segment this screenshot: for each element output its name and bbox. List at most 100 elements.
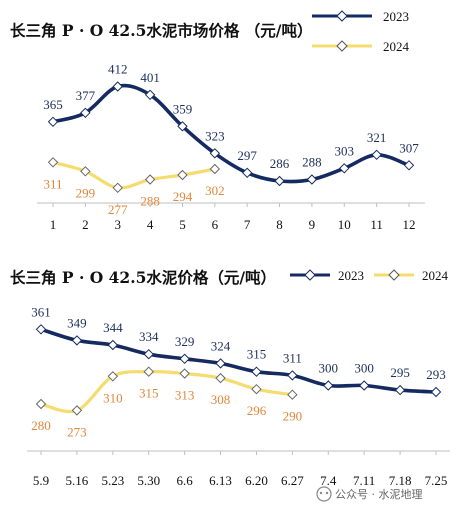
chart1-series-2024-data-label: 302 [205, 183, 225, 198]
chart2-series-2023-point [430, 386, 442, 398]
chart2-x-tick-label: 7.18 [389, 473, 412, 488]
chart1-series-2024-point [47, 157, 59, 168]
chart2-title: 长三角 P · O 42.5水泥价格（元/吨） [10, 268, 276, 287]
chart2-series-2024-point [251, 383, 262, 395]
chart2-series-2024-data-label: 290 [283, 409, 303, 424]
chart2-series-2024-data-label: 315 [139, 386, 159, 401]
chart2-series-2024-point [71, 405, 83, 416]
chart2-legend-2024-label: 2024 [422, 268, 449, 283]
chart1-series-2024-data-label: 294 [173, 189, 193, 204]
chart1-series-2023-point [274, 175, 285, 187]
chart2-x-tick-label: 6.6 [177, 473, 194, 488]
chart1-series-2023-data-label: 323 [205, 128, 225, 143]
chart1-series-2024-data-label: 288 [140, 194, 160, 209]
chart1-series-2024-data-label: 299 [76, 185, 96, 200]
chart2-x-tick-label: 5.16 [66, 473, 89, 488]
chart2-legend-2024-marker [388, 269, 400, 281]
chart1-series-2023-point [241, 167, 253, 179]
chart1-x-tick-label: 12 [403, 217, 416, 232]
chart2-series-2023-point [323, 380, 334, 391]
chart1-legend-2023-marker [336, 10, 348, 22]
chart2-series-2023-data-label: 349 [67, 315, 87, 330]
chart1-x-tick-label: 4 [147, 217, 154, 232]
chart2-series-2024-point [179, 368, 190, 379]
chart1-series-2023-line [51, 83, 411, 184]
chart2-series-2023-point [251, 366, 262, 377]
chart1-series-2023-data-label: 412 [108, 62, 128, 77]
chart2-series-2023-data-label: 324 [211, 338, 231, 353]
chart2-series-2023-data-label: 311 [283, 350, 302, 365]
chart1-series-2024-data-label: 277 [108, 202, 128, 217]
chart2-series-2024-point [143, 366, 154, 377]
chart1-x-tick-label: 5 [179, 217, 186, 232]
chart2-series-2023-data-label: 293 [426, 367, 446, 382]
chart2-series-2023-point [143, 348, 154, 360]
chart2-series-2023-point [71, 335, 83, 346]
chart1-legend-2023-label: 2023 [383, 9, 409, 24]
chart2-x-tick-label: 5.23 [101, 473, 124, 488]
chart1-series-2023-point [80, 107, 91, 119]
wechat-icon [316, 486, 332, 502]
chart2-x-tick-label: 7.25 [425, 473, 448, 488]
chart1-series-2024-data-label: 311 [43, 176, 62, 191]
chart1-series-2023-point [144, 89, 156, 101]
chart1-x-tick-label: 3 [114, 217, 121, 232]
chart2-series-2024-data-label: 310 [103, 390, 123, 405]
chart2-series-2023-point [107, 339, 119, 351]
chart2-x-tick-label: 6.27 [281, 473, 304, 488]
chart2-x-tick-label: 5.30 [137, 473, 160, 488]
chart1-series-2023-point [209, 148, 221, 159]
chart1-x-tick-label: 9 [309, 217, 316, 232]
chart1-x-tick-label: 1 [50, 217, 57, 232]
chart1-series-2023-point [403, 160, 415, 171]
chart2-series-2023-data-label: 361 [31, 304, 51, 319]
chart2-legend-2023-label: 2023 [338, 268, 364, 283]
chart1-series-2023-point [371, 149, 382, 161]
chart1-legend-2024-label: 2024 [383, 39, 410, 54]
chart2-series-2023-point [35, 324, 47, 335]
chart1-x-tick-label: 2 [82, 217, 89, 232]
chart1-x-tick-label: 11 [370, 217, 383, 232]
chart1-x-tick-label: 10 [338, 217, 351, 232]
chart1-series-2023-point [306, 174, 318, 185]
chart2-series-2023-point [179, 353, 190, 365]
chart1-series-2023-point [47, 116, 59, 128]
chart1-series-2023-data-label: 401 [140, 70, 160, 85]
chart1-series-2024-point [209, 163, 221, 175]
chart1-title: 长三角 P · O 42.5水泥市场价格 （元/吨） [10, 21, 312, 40]
chart1-series-2023-data-label: 286 [270, 156, 290, 171]
chart2-series-2024-data-label: 313 [175, 388, 195, 403]
chart1-x-tick-label: 6 [212, 217, 219, 232]
chart1-series-2024-point [112, 182, 123, 194]
chart2-series-2023-point [215, 358, 226, 369]
watermark: 公众号 · 水泥地理 [316, 486, 423, 502]
chart1-series-2023-point [177, 121, 188, 132]
chart1-series-2023-data-label: 288 [302, 155, 322, 170]
chart2-series-2024-point [107, 371, 119, 382]
chart2-series-2023-point [358, 380, 370, 391]
chart2-series-2024-data-label: 273 [67, 424, 87, 439]
chart2-series-2024-point [215, 372, 226, 384]
chart2-series-2023-point [287, 370, 298, 381]
chart2-series-2024-data-label: 280 [31, 418, 51, 433]
chart1-x-tick-label: 8 [276, 217, 283, 232]
chart1-series-2023-data-label: 307 [399, 140, 419, 155]
chart2-series-2024-data-label: 308 [211, 392, 231, 407]
chart2-legend-2023-marker [304, 269, 316, 281]
chart2-x-tick-label: 5.9 [33, 473, 49, 488]
chart2-series-2023-data-label: 315 [247, 347, 267, 362]
chart1-series-2023-data-label: 303 [335, 143, 355, 158]
chart2-series-2024-point [35, 398, 47, 410]
chart1-series-2023-data-label: 377 [76, 88, 96, 103]
chart2-x-tick-label: 7.4 [320, 473, 337, 488]
chart2-series-2024-point [287, 389, 298, 400]
chart1-series-2024-point [177, 169, 188, 181]
chart2-plot: 5.9 5.16 5.23 5.30 6.6 6.13 6.20 6.27 7.4 7.11 7.1… [27, 304, 450, 488]
chart1-series-2024-line [51, 160, 217, 190]
chart2-x-tick-label: 7.11 [353, 473, 375, 488]
chart2-legend: 2023 2024 [290, 268, 449, 283]
chart2-series-2023-data-label: 344 [103, 320, 123, 335]
chart2-x-tick-label: 6.20 [245, 473, 268, 488]
